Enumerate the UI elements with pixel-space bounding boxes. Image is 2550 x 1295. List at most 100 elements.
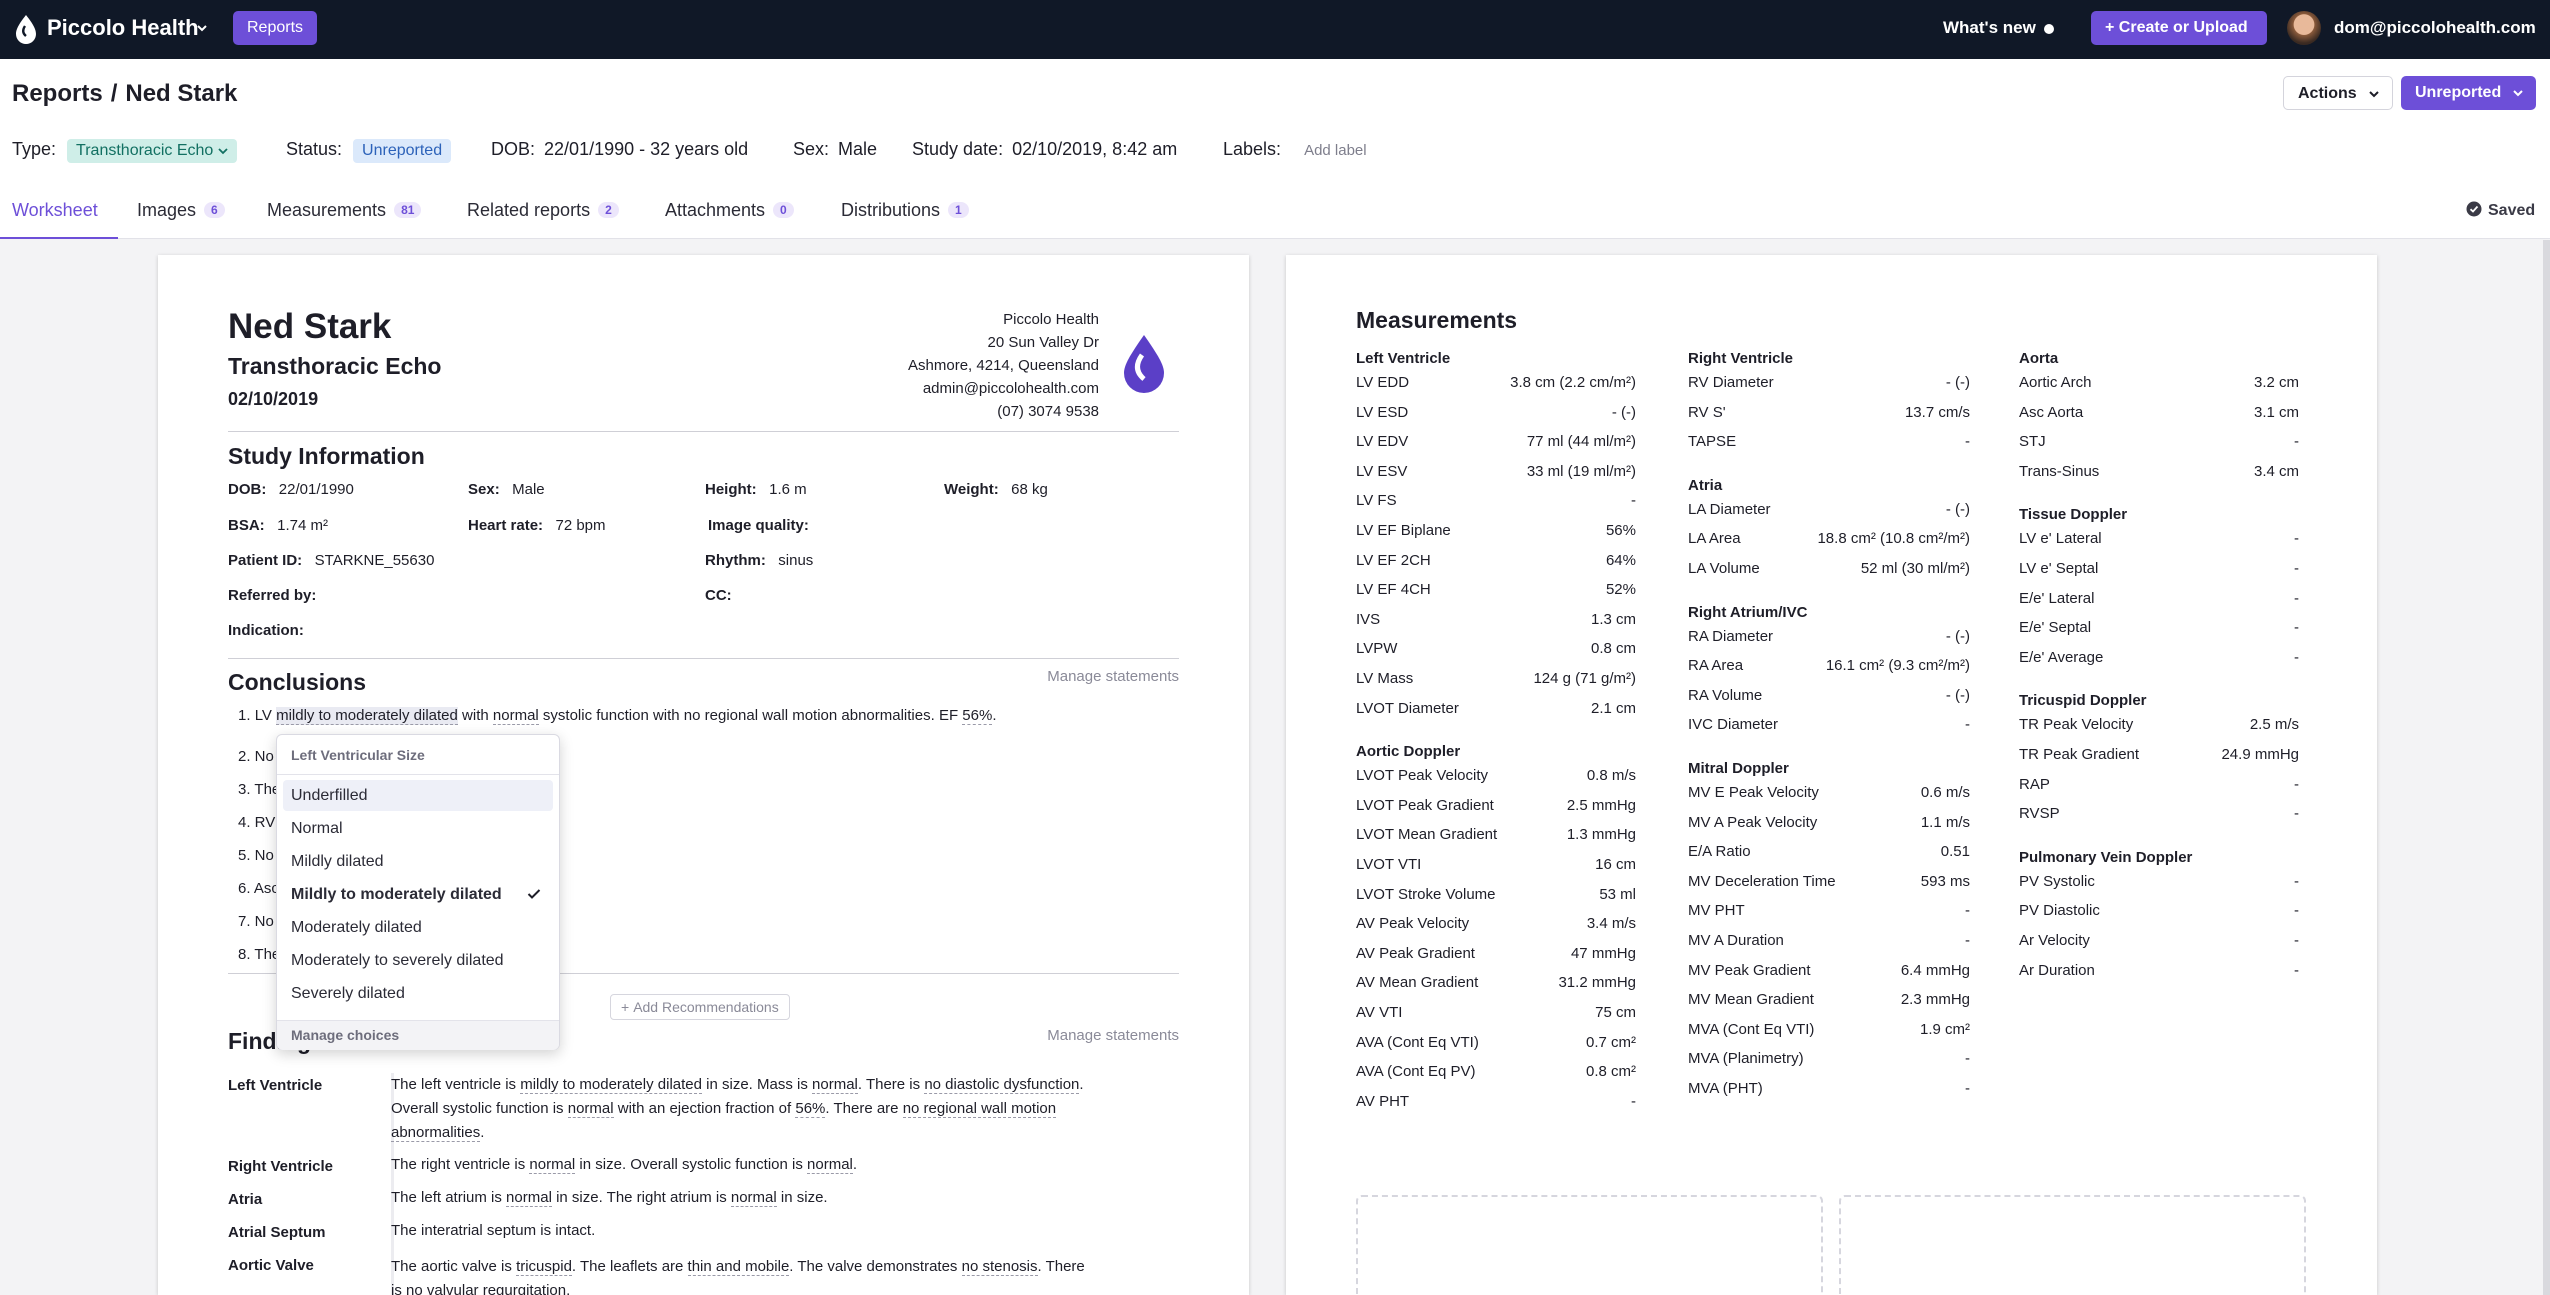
measurement-row[interactable]: MV A Peak Velocity 1.1 m/s <box>1688 814 1970 836</box>
avatar[interactable] <box>2287 11 2321 45</box>
whats-new-link[interactable]: What's new <box>1943 18 2036 37</box>
measurement-row[interactable]: MVA (Planimetry) - <box>1688 1050 1970 1072</box>
measurement-row[interactable]: LV e' Septal - <box>2019 560 2299 582</box>
measurement-row[interactable]: E/A Ratio 0.51 <box>1688 843 1970 865</box>
measurement-row[interactable]: Trans-Sinus 3.4 cm <box>2019 463 2299 485</box>
measurement-row[interactable]: AVA (Cont Eq PV) 0.8 cm² <box>1356 1063 1636 1085</box>
measurement-row[interactable]: LVOT Diameter 2.1 cm <box>1356 700 1636 722</box>
conclusion-item[interactable]: 2. No <box>238 748 274 765</box>
brand-name[interactable]: Piccolo Health <box>47 15 199 40</box>
piccolo-logo-icon[interactable] <box>14 14 38 44</box>
finding-choice[interactable]: normal <box>730 1189 777 1207</box>
finding-choice[interactable]: normal <box>529 1156 576 1174</box>
measurement-row[interactable]: LV ESV 33 ml (19 ml/m²) <box>1356 463 1636 485</box>
finding-choice[interactable]: no stenosis <box>961 1258 1038 1276</box>
measurement-row[interactable]: PV Systolic - <box>2019 873 2299 895</box>
measurement-row[interactable]: LVOT Mean Gradient 1.3 mmHg <box>1356 826 1636 848</box>
measurement-row[interactable]: Asc Aorta 3.1 cm <box>2019 404 2299 426</box>
measurement-row[interactable]: MV Deceleration Time 593 ms <box>1688 873 1970 895</box>
manage-statements-button[interactable]: Manage statements <box>1047 1027 1179 1044</box>
user-email[interactable]: dom@piccolohealth.com <box>2334 18 2536 37</box>
tab-related-reports[interactable]: Related reports 2 <box>467 197 619 239</box>
add-recommendations-button[interactable]: + Add Recommendations <box>610 994 790 1020</box>
finding-choice[interactable]: tricuspid <box>516 1258 572 1276</box>
measurement-row[interactable]: LV EF 4CH 52% <box>1356 581 1636 603</box>
measurement-row[interactable]: LA Diameter - (-) <box>1688 501 1970 523</box>
measurement-row[interactable]: LVOT VTI 16 cm <box>1356 856 1636 878</box>
measurement-row[interactable]: LV EF 2CH 64% <box>1356 552 1636 574</box>
measurement-row[interactable]: AVA (Cont Eq VTI) 0.7 cm² <box>1356 1034 1636 1056</box>
measurement-row[interactable]: MVA (PHT) - <box>1688 1080 1970 1102</box>
finding-choice[interactable]: normal <box>812 1076 858 1094</box>
finding-choice[interactable]: mildly to moderately dilated <box>520 1076 702 1094</box>
finding-choice[interactable]: normal <box>506 1189 552 1207</box>
scrollbar[interactable] <box>2543 240 2550 1295</box>
breadcrumb-reports-link[interactable]: Reports <box>12 80 103 107</box>
dropdown-option[interactable]: Moderately to severely dilated <box>291 952 504 969</box>
measurement-row[interactable]: IVC Diameter - <box>1688 716 1970 738</box>
measurement-row[interactable]: E/e' Septal - <box>2019 619 2299 641</box>
lv-size-choice[interactable]: mildly to moderately dilated <box>276 707 458 725</box>
manage-choices-button[interactable]: Manage choices <box>277 1020 559 1050</box>
measurement-row[interactable]: PV Diastolic - <box>2019 902 2299 924</box>
measurement-row[interactable]: LV FS - <box>1356 492 1636 514</box>
measurement-row[interactable]: Ar Velocity - <box>2019 932 2299 954</box>
chevron-down-icon[interactable] <box>195 21 209 35</box>
manage-statements-button[interactable]: Manage statements <box>1047 668 1179 685</box>
ef-choice[interactable]: 56% <box>962 707 993 725</box>
measurement-row[interactable]: Aortic Arch 3.2 cm <box>2019 374 2299 396</box>
measurement-row[interactable]: AV Mean Gradient 31.2 mmHg <box>1356 974 1636 996</box>
measurement-row[interactable]: RA Diameter - (-) <box>1688 628 1970 650</box>
measurement-row[interactable]: MV Mean Gradient 2.3 mmHg <box>1688 991 1970 1013</box>
tab-images[interactable]: Images 6 <box>137 197 225 239</box>
finding-choice[interactable]: normal <box>567 1100 614 1118</box>
dropdown-option[interactable]: Underfilled <box>283 780 553 811</box>
measurement-row[interactable]: LVOT Peak Velocity 0.8 m/s <box>1356 767 1636 789</box>
measurement-row[interactable]: LV EDD 3.8 cm (2.2 cm/m²) <box>1356 374 1636 396</box>
tab-attachments[interactable]: Attachments 0 <box>665 197 794 239</box>
measurement-row[interactable]: MV E Peak Velocity 0.6 m/s <box>1688 784 1970 806</box>
measurement-row[interactable]: LA Area 18.8 cm² (10.8 cm²/m²) <box>1688 530 1970 552</box>
type-select[interactable]: Transthoracic Echo <box>67 139 237 163</box>
finding-choice[interactable]: abnormalities <box>391 1124 481 1142</box>
measurement-row[interactable]: LV e' Lateral - <box>2019 530 2299 552</box>
lv-function-choice[interactable]: normal <box>492 707 539 725</box>
tab-worksheet[interactable]: Worksheet <box>0 197 118 239</box>
dropdown-option[interactable]: Mildly dilated <box>291 853 384 870</box>
report-status-button[interactable]: Unreported <box>2401 76 2536 110</box>
measurement-row[interactable]: RVSP - <box>2019 805 2299 827</box>
dropdown-option[interactable]: Normal <box>291 820 343 837</box>
measurement-row[interactable]: MV Peak Gradient 6.4 mmHg <box>1688 962 1970 984</box>
finding-choice[interactable]: thin and mobile <box>687 1258 790 1276</box>
measurement-row[interactable]: AV Peak Gradient 47 mmHg <box>1356 945 1636 967</box>
measurement-row[interactable]: TAPSE - <box>1688 433 1970 455</box>
measurement-row[interactable]: STJ - <box>2019 433 2299 455</box>
dropdown-option-selected[interactable]: Mildly to moderately dilated <box>283 879 553 910</box>
measurement-row[interactable]: AV Peak Velocity 3.4 m/s <box>1356 915 1636 937</box>
measurement-row[interactable]: AV PHT - <box>1356 1093 1636 1115</box>
tab-measurements[interactable]: Measurements 81 <box>267 197 422 239</box>
create-upload-button[interactable]: + Create or Upload <box>2091 11 2267 45</box>
measurement-row[interactable]: RA Volume - (-) <box>1688 687 1970 709</box>
measurement-row[interactable]: LVOT Peak Gradient 2.5 mmHg <box>1356 797 1636 819</box>
conclusion-item[interactable]: 6. Asc <box>238 880 279 897</box>
measurement-row[interactable]: LV EDV 77 ml (44 ml/m²) <box>1356 433 1636 455</box>
conclusion-item[interactable]: 4. RV <box>238 814 276 831</box>
measurement-row[interactable]: LV ESD - (-) <box>1356 404 1636 426</box>
measurement-row[interactable]: TR Peak Velocity 2.5 m/s <box>2019 716 2299 738</box>
conclusion-item[interactable]: 7. No <box>238 913 274 930</box>
conclusion-item[interactable]: 3. The <box>238 781 281 798</box>
measurement-row[interactable]: RV S' 13.7 cm/s <box>1688 404 1970 426</box>
measurement-row[interactable]: AV VTI 75 cm <box>1356 1004 1636 1026</box>
conclusion-item[interactable]: 5. No <box>238 847 274 864</box>
measurement-row[interactable]: MVA (Cont Eq VTI) 1.9 cm² <box>1688 1021 1970 1043</box>
measurement-row[interactable]: TR Peak Gradient 24.9 mmHg <box>2019 746 2299 768</box>
finding-choice[interactable]: no diastolic dysfunction <box>924 1076 1080 1094</box>
dropdown-option[interactable]: Severely dilated <box>291 985 405 1002</box>
measurement-row[interactable]: MV PHT - <box>1688 902 1970 924</box>
measurement-row[interactable]: MV A Duration - <box>1688 932 1970 954</box>
image-placeholder[interactable] <box>1356 1195 1823 1295</box>
tab-distributions[interactable]: Distributions 1 <box>841 197 969 239</box>
measurement-row[interactable]: E/e' Lateral - <box>2019 590 2299 612</box>
measurement-row[interactable]: LVOT Stroke Volume 53 ml <box>1356 886 1636 908</box>
